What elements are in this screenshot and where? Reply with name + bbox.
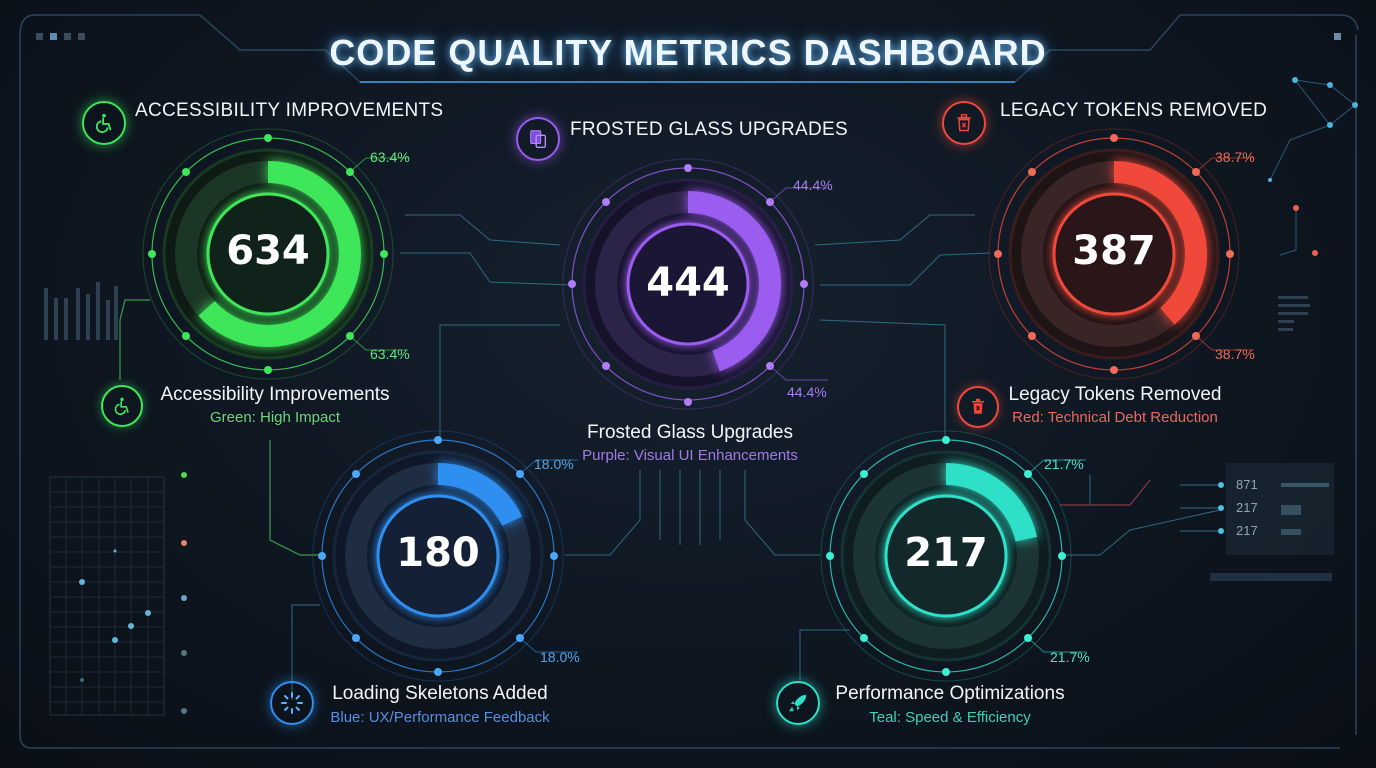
frosted-glass-heading-icon bbox=[516, 117, 560, 161]
dashboard-title: CODE QUALITY METRICS DASHBOARD bbox=[329, 32, 1047, 73]
accessibility-percent-bottom: 63.4% bbox=[370, 346, 410, 362]
legacy-tokens-caption-title: Legacy Tokens Removed bbox=[1008, 384, 1222, 405]
legacy-tokens-value: 387 bbox=[1072, 228, 1156, 274]
loading-skeletons-caption-icon bbox=[270, 681, 314, 725]
trash-icon bbox=[957, 114, 971, 132]
loading-skeletons-percent-bottom: 18.0% bbox=[540, 649, 580, 665]
performance-percent-top: 21.7% bbox=[1044, 456, 1084, 472]
rocket-icon bbox=[789, 694, 807, 712]
accessibility-gauge: 634 bbox=[142, 128, 408, 380]
legacy-tokens-heading: LEGACY TOKENS REMOVED bbox=[1000, 100, 1268, 121]
legacy-tokens-gauge: 387 bbox=[988, 128, 1254, 380]
loading-skeletons-caption-title: Loading Skeletons Added bbox=[332, 683, 548, 704]
side-stat-1: 871 bbox=[1236, 477, 1258, 492]
accessibility-caption-sub: Green: High Impact bbox=[209, 409, 341, 426]
accessibility-value: 634 bbox=[226, 228, 310, 274]
accessibility-caption-title: Accessibility Improvements bbox=[160, 384, 390, 405]
trash-icon bbox=[972, 398, 984, 414]
performance-gauge: 217 bbox=[820, 430, 1086, 682]
wheelchair-icon bbox=[95, 113, 112, 133]
legacy-tokens-caption-icon bbox=[957, 386, 999, 428]
spinner-icon bbox=[281, 692, 303, 714]
loading-skeletons-gauge: 180 bbox=[312, 430, 578, 682]
frosted-glass-caption-sub: Purple: Visual UI Enhancements bbox=[582, 447, 798, 464]
accessibility-heading-icon bbox=[82, 101, 126, 145]
frosted-glass-heading: FROSTED GLASS UPGRADES bbox=[570, 119, 848, 140]
side-stat-3: 217 bbox=[1236, 523, 1258, 538]
frosted-glass-gauge: 444 bbox=[562, 158, 828, 410]
layers-icon bbox=[530, 130, 547, 148]
performance-caption-icon bbox=[776, 681, 820, 725]
grid-chart bbox=[49, 476, 165, 716]
loading-skeletons-caption-sub: Blue: UX/Performance Feedback bbox=[330, 709, 550, 726]
legacy-tokens-percent-bottom: 38.7% bbox=[1215, 346, 1255, 362]
side-stat-2: 217 bbox=[1236, 500, 1258, 515]
performance-caption-sub: Teal: Speed & Efficiency bbox=[869, 709, 1031, 726]
performance-value: 217 bbox=[904, 530, 988, 576]
legacy-tokens-percent-top: 38.7% bbox=[1215, 149, 1255, 165]
legacy-tokens-caption-sub: Red: Technical Debt Reduction bbox=[1012, 409, 1218, 426]
frosted-glass-caption-title: Frosted Glass Upgrades bbox=[587, 422, 793, 443]
accessibility-caption-icon bbox=[101, 385, 143, 427]
accessibility-heading: ACCESSIBILITY IMPROVEMENTS bbox=[135, 100, 444, 121]
wheelchair-icon bbox=[114, 397, 129, 416]
performance-caption-title: Performance Optimizations bbox=[835, 683, 1065, 704]
accessibility-percent-top: 63.4% bbox=[370, 149, 410, 165]
loading-skeletons-value: 180 bbox=[396, 530, 480, 576]
frosted-glass-value: 444 bbox=[646, 260, 730, 306]
legacy-tokens-heading-icon bbox=[942, 101, 986, 145]
side-stats-panel: 871 217 217 bbox=[1226, 463, 1334, 555]
performance-percent-bottom: 21.7% bbox=[1050, 649, 1090, 665]
frosted-glass-percent-bottom: 44.4% bbox=[787, 384, 827, 400]
loading-skeletons-percent-top: 18.0% bbox=[534, 456, 574, 472]
frosted-glass-percent-top: 44.4% bbox=[793, 177, 833, 193]
